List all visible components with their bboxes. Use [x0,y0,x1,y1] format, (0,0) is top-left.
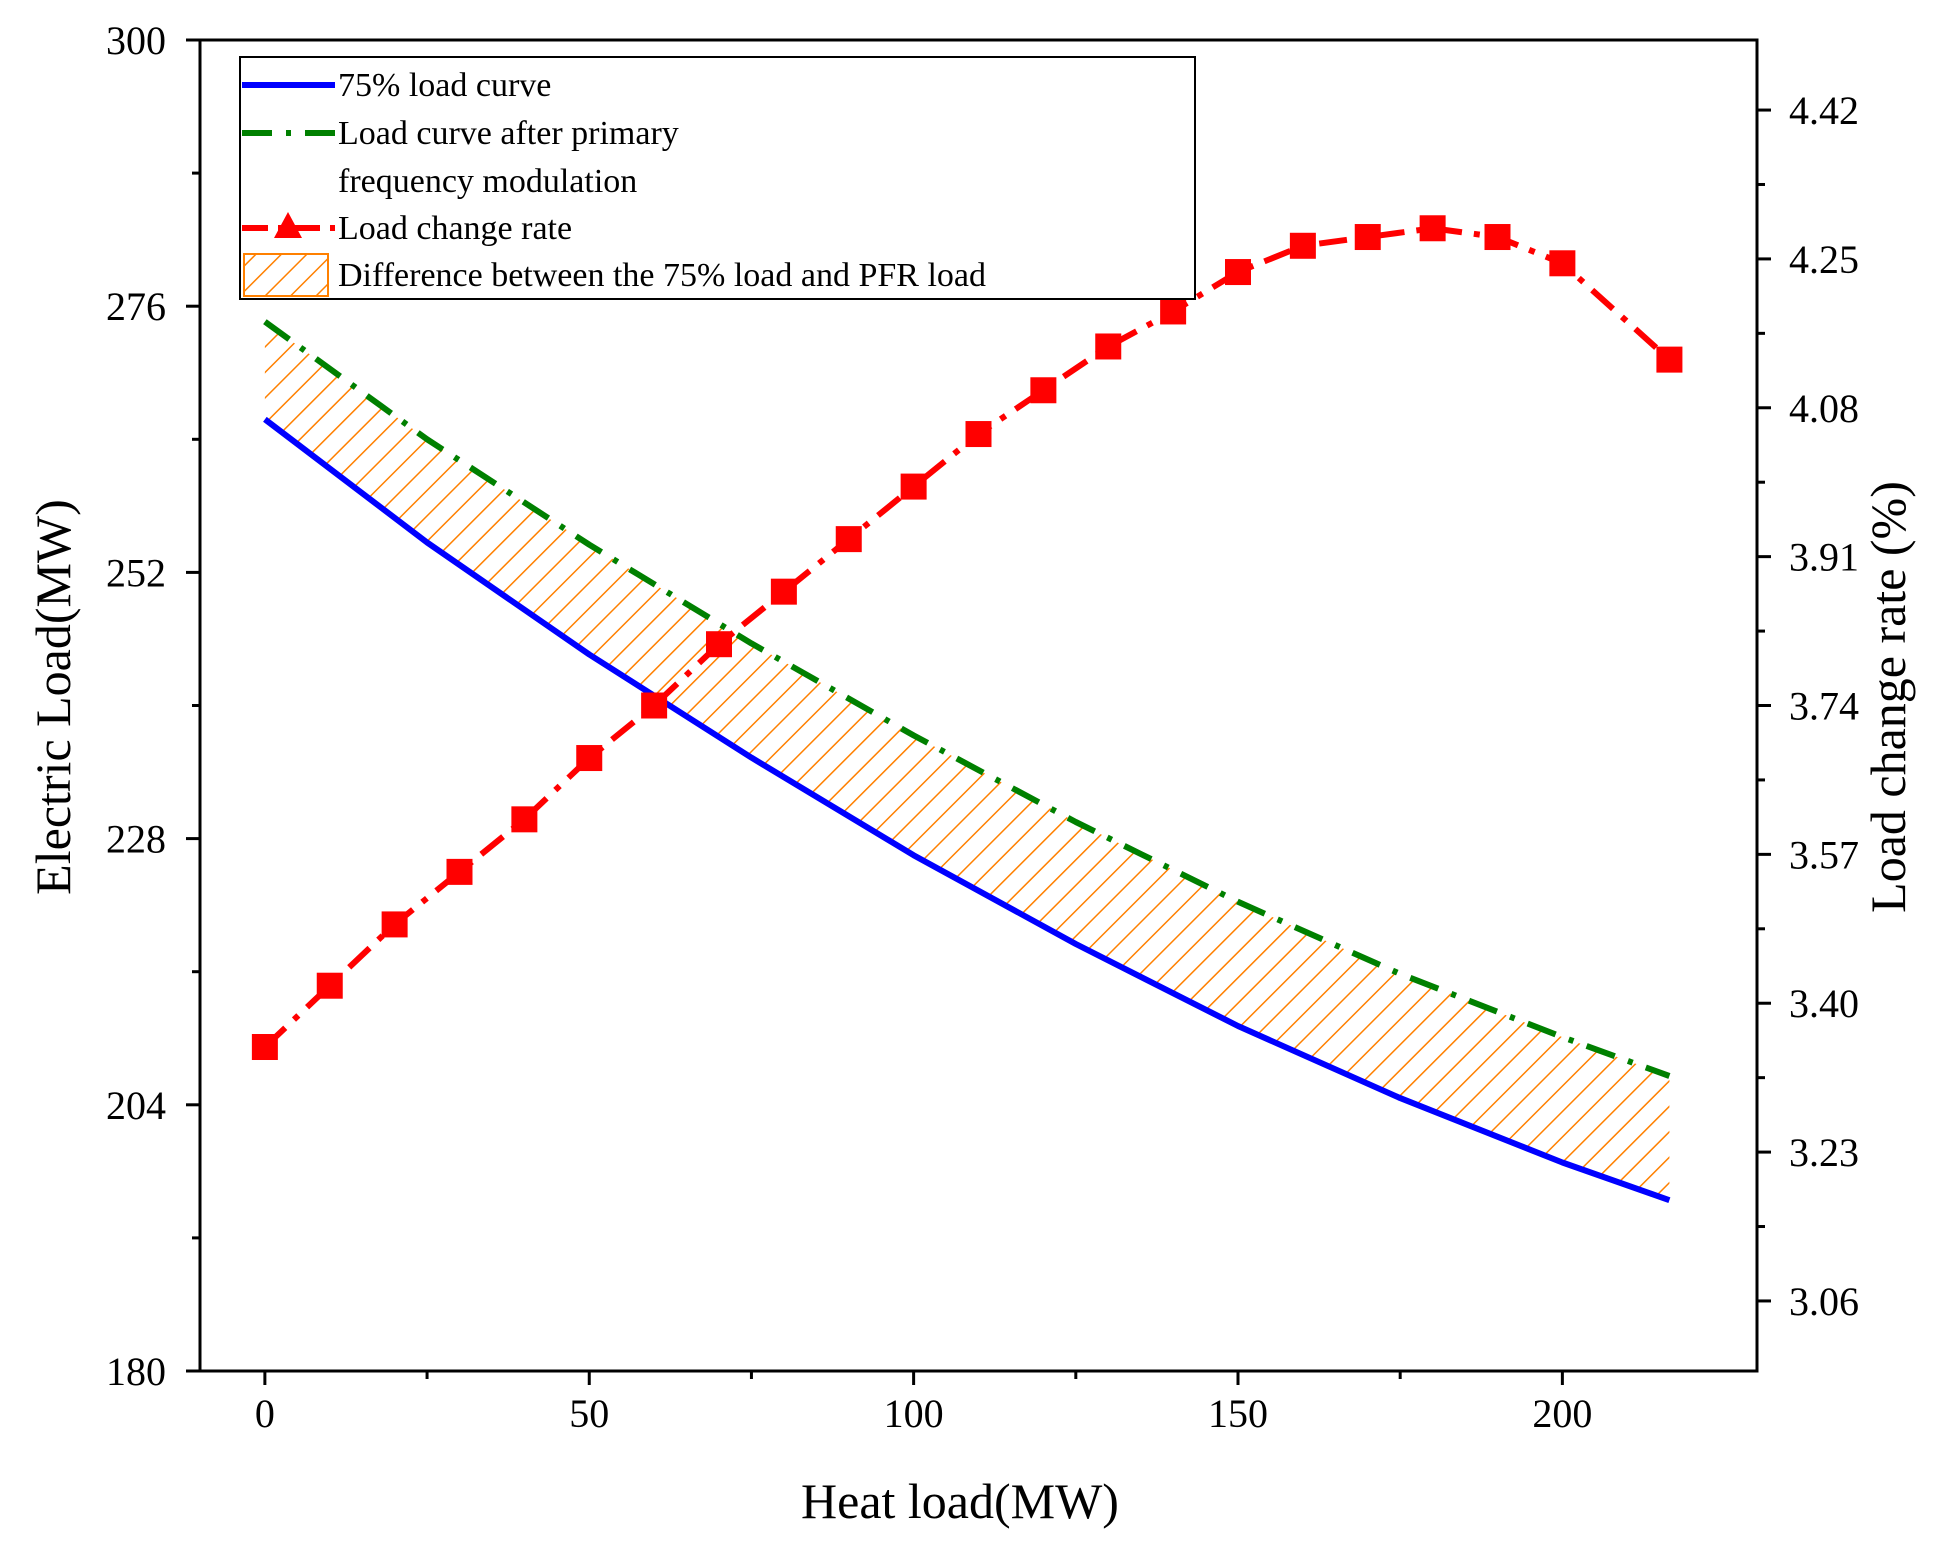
series-marker-2-18 [1419,215,1446,242]
legend-frame [239,56,1196,300]
series-marker-2-4 [511,806,538,833]
legend: 75% load curve Load curve after primary … [239,56,1196,300]
series-marker-2-15 [1225,259,1251,286]
difference-fill-layer [264,321,1670,1201]
series-marker-2-5 [576,745,603,772]
y-left-tick-label-0: 180 [106,1349,166,1394]
series-line-2 [262,225,1672,1050]
axes-layer: 0 50 100 150 200 180 204 228 252 276 300 3.06 3.23 3.… [106,18,1859,1436]
y-right-tick-label-5: 3.91 [1789,535,1859,580]
y-left-tick-label-1: 204 [106,1083,166,1128]
legend-label-pfr-curve-line2: frequency modulation [338,163,637,200]
series-marker-2-10 [900,473,927,500]
series-marker-2-7 [706,631,732,658]
series-marker-2-6 [641,692,668,719]
series-marker-2-2 [381,911,408,938]
x-tick-label-4: 200 [1532,1391,1592,1436]
legend-label-75-load: 75% load curve [338,67,551,104]
series-marker-2-12 [1030,377,1057,404]
legend-label-change-rate: Load change rate [338,210,572,247]
series-marker-2-1 [316,972,343,999]
legend-triangle-marker-icon [274,212,302,238]
legend-swatch-difference [243,253,329,297]
y-right-tick-label-6: 4.08 [1789,386,1859,431]
series-marker-2-14 [1160,298,1187,325]
y-right-tick-label-8: 4.42 [1789,88,1859,133]
series-line-0 [263,416,1671,1204]
legend-label-difference: Difference between the 75% load and PFR … [338,257,986,294]
y-left-tick-label-5: 300 [106,18,166,63]
x-tick-label-3: 150 [1208,1391,1268,1436]
series-marker-2-0 [251,1034,278,1061]
series-marker-2-19 [1484,224,1511,251]
series-marker-2-16 [1289,232,1316,259]
x-axis-title: Heat load(MW) [801,1473,1119,1529]
y-right-tick-label-2: 3.40 [1789,981,1859,1026]
y-axis-right-title: Load change rate (%) [1860,481,1916,913]
series-marker-2-21 [1656,346,1683,373]
series-marker-2-13 [1095,333,1122,360]
series-marker-2-17 [1354,224,1381,251]
y-left-tick-label-4: 276 [106,284,166,329]
x-tick-label-1: 50 [569,1391,609,1436]
series-marker-2-3 [446,858,473,885]
series-marker-2-20 [1549,250,1576,277]
series-marker-2-11 [965,421,992,448]
x-tick-label-2: 100 [884,1391,944,1436]
difference-region [264,321,1670,1201]
legend-label-pfr-curve-line1: Load curve after primary [338,115,679,152]
y-right-tick-label-7: 4.25 [1789,237,1859,282]
y-right-tick-label-4: 3.74 [1789,684,1859,729]
y-left-tick-label-2: 228 [106,817,166,862]
series-line-1 [263,319,1671,1079]
y-right-tick-label-3: 3.57 [1789,832,1859,877]
y-right-tick-label-0: 3.06 [1789,1279,1859,1324]
series-marker-2-8 [770,578,797,605]
series-marker-2-9 [835,526,862,553]
series-layer [251,215,1683,1204]
y-axis-left-title: Electric Load(MW) [25,499,81,895]
y-right-tick-label-1: 3.23 [1789,1130,1859,1175]
y-left-tick-label-3: 252 [106,550,166,595]
x-tick-label-0: 0 [255,1391,275,1436]
